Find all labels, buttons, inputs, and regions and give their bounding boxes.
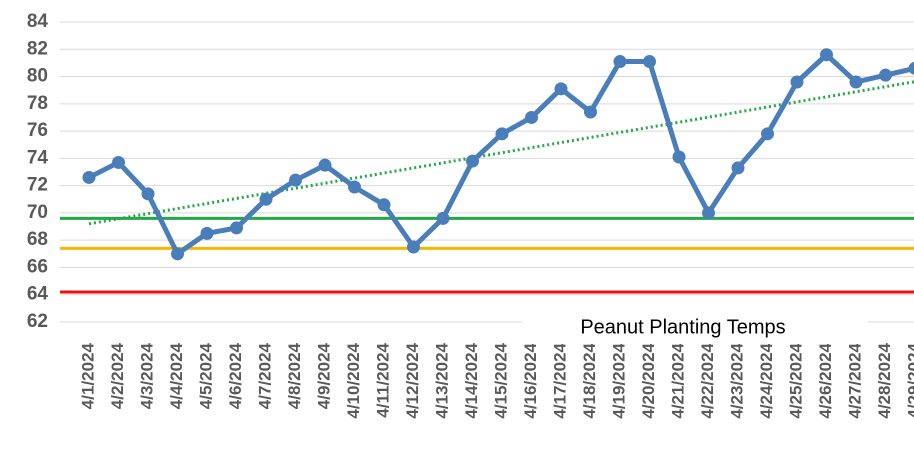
data-point xyxy=(613,55,627,69)
x-tick-label: 4/27/2024 xyxy=(845,342,864,418)
data-point xyxy=(318,158,332,172)
y-tick-label: 66 xyxy=(27,256,48,277)
grid: 62 64 66 68 70 72 74 76 78 80 82 84 4/1/2024 4/2/2024… xyxy=(27,11,914,419)
x-tick-label: 4/8/2024 xyxy=(285,342,304,409)
data-point xyxy=(849,75,863,89)
x-tick-label: 4/6/2024 xyxy=(226,342,245,409)
x-tick-label: 4/9/2024 xyxy=(314,342,333,409)
x-tick-label: 4/22/2024 xyxy=(698,342,717,418)
y-tick-label: 84 xyxy=(27,11,49,32)
data-point xyxy=(436,211,450,225)
x-tick-label: 4/3/2024 xyxy=(137,342,156,409)
x-tick-label: 4/11/2024 xyxy=(373,342,392,417)
x-tick-label: 4/28/2024 xyxy=(875,342,894,418)
y-tick-label: 78 xyxy=(27,93,48,114)
data-point xyxy=(672,150,686,164)
x-tick-label: 4/2/2024 xyxy=(108,342,127,409)
data-point xyxy=(289,173,302,187)
series-line xyxy=(87,52,914,257)
title-background xyxy=(522,312,868,344)
y-tick-label: 76 xyxy=(27,120,48,141)
y-tick-label: 74 xyxy=(27,147,49,168)
x-tick-label: 4/17/2024 xyxy=(550,342,569,418)
data-point xyxy=(200,226,214,240)
x-tick-label: 4/24/2024 xyxy=(757,342,776,418)
data-point xyxy=(171,247,184,261)
y-tick-label: 80 xyxy=(27,66,48,87)
data-point xyxy=(466,154,479,168)
y-tick-label: 82 xyxy=(27,38,48,59)
x-tick-label: 4/16/2024 xyxy=(521,342,540,418)
x-tick-label: 4/12/2024 xyxy=(403,342,422,418)
data-point xyxy=(761,127,774,141)
x-tick-label: 4/14/2024 xyxy=(462,342,481,418)
x-tick-label: 4/20/2024 xyxy=(639,342,658,418)
data-point xyxy=(554,82,568,96)
y-tick-label: 72 xyxy=(27,175,48,196)
x-tick-label: 4/5/2024 xyxy=(196,342,215,409)
data-point xyxy=(879,68,892,82)
x-tick-label: 4/29/2024 xyxy=(904,342,914,418)
y-tick-label: 62 xyxy=(27,311,48,332)
x-tick-label: 4/4/2024 xyxy=(167,342,186,409)
data-point xyxy=(141,187,155,201)
data-point xyxy=(407,240,420,254)
x-tick-label: 4/23/2024 xyxy=(727,342,746,418)
x-tick-label: 4/15/2024 xyxy=(491,342,510,418)
x-tick-label: 4/13/2024 xyxy=(432,342,451,418)
data-point xyxy=(377,198,391,212)
data-point xyxy=(702,206,715,220)
data-point xyxy=(495,127,509,141)
x-tick-label: 4/18/2024 xyxy=(580,342,599,418)
data-point xyxy=(348,180,361,194)
x-tick-label: 4/1/2024 xyxy=(78,342,97,409)
x-tick-label: 4/25/2024 xyxy=(786,342,805,418)
data-point xyxy=(790,75,804,89)
x-tick-label: 4/19/2024 xyxy=(609,342,628,418)
data-point xyxy=(82,170,96,184)
x-tick-label: 4/26/2024 xyxy=(816,342,835,418)
data-point xyxy=(112,155,125,169)
plot xyxy=(60,48,914,294)
data-point xyxy=(731,161,745,175)
data-point xyxy=(908,61,914,75)
data-point xyxy=(820,48,833,62)
x-tick-label: 4/7/2024 xyxy=(255,342,274,409)
x-tick-label: 4/10/2024 xyxy=(344,342,363,418)
data-point xyxy=(525,110,538,124)
chart-title: Peanut Planting Temps xyxy=(580,316,785,338)
data-point xyxy=(643,55,656,69)
y-tick-label: 64 xyxy=(27,284,49,305)
data-point xyxy=(230,221,243,235)
y-tick-label: 70 xyxy=(27,202,48,223)
data-point xyxy=(584,105,597,119)
data-point xyxy=(259,192,273,206)
y-tick-label: 68 xyxy=(27,229,48,250)
x-tick-label: 4/21/2024 xyxy=(668,342,687,418)
